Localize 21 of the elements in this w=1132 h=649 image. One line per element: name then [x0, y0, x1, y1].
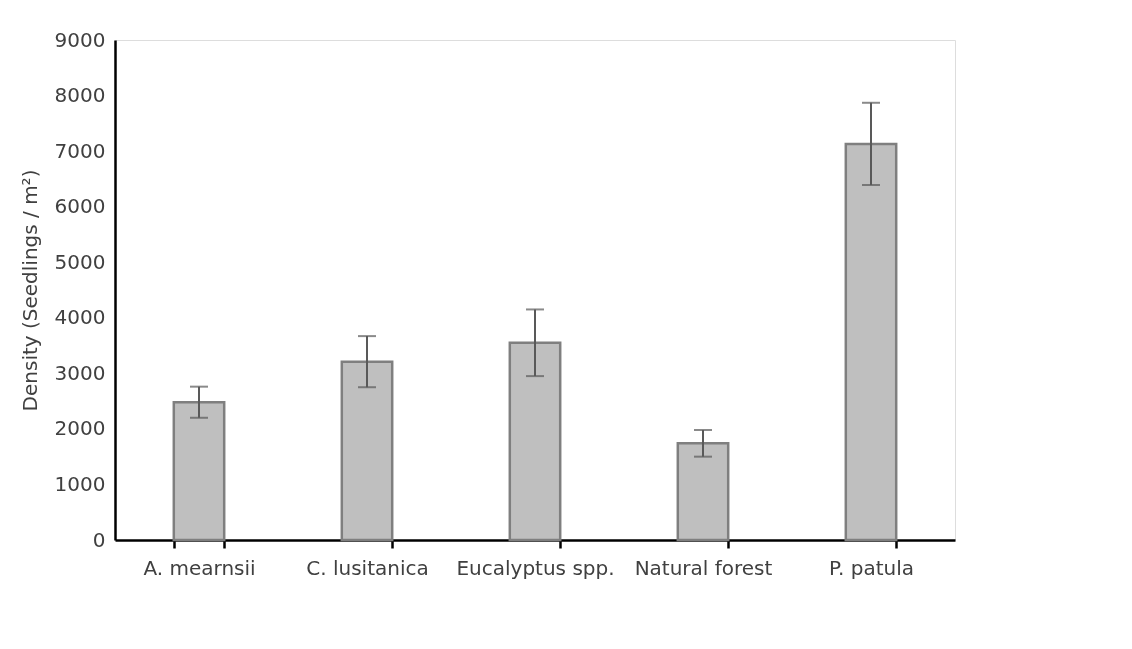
- y-tick-label: 5000: [54, 249, 106, 274]
- bar: [172, 400, 226, 542]
- bar: [340, 360, 394, 542]
- y-tick-label: 8000: [54, 83, 106, 108]
- y-tick-label: 7000: [54, 138, 106, 163]
- bar: [508, 341, 562, 542]
- x-tick-label: Natural forest: [634, 555, 773, 580]
- y-tick-label: 3000: [54, 360, 106, 385]
- y-tick-label: 6000: [54, 194, 106, 219]
- y-tick-label: 4000: [54, 305, 106, 330]
- y-tick-label: 0: [92, 527, 106, 552]
- x-tick-label: A. mearnsii: [143, 555, 256, 580]
- x-tick-label: Eucalyptus spp.: [456, 555, 615, 580]
- bar: [676, 442, 730, 542]
- y-tick-label: 1000: [54, 471, 106, 496]
- bar: [844, 142, 898, 542]
- x-tick-label: P. patula: [829, 555, 914, 580]
- y-tick-label: 2000: [54, 416, 106, 441]
- y-tick-label: 9000: [54, 27, 106, 52]
- x-tick-label: C. lusitanica: [306, 555, 429, 580]
- y-axis-title: Density (Seedlings / m²): [17, 169, 42, 412]
